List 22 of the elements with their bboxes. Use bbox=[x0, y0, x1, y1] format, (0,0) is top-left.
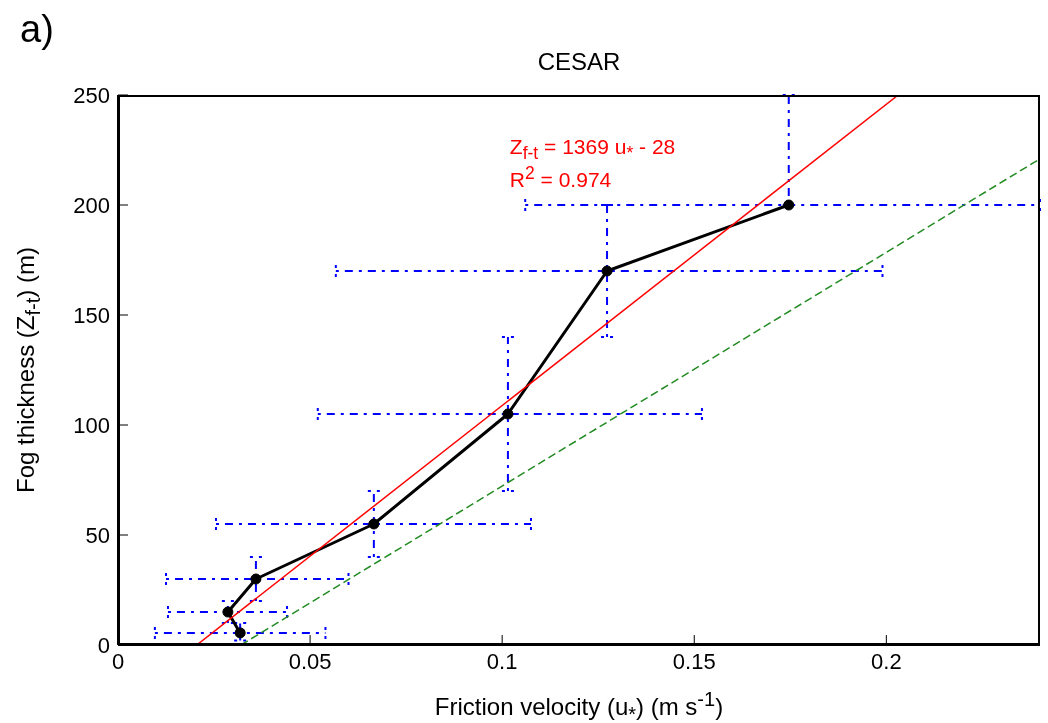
x-tick-label: 0.1 bbox=[486, 648, 518, 674]
chart-title: CESAR bbox=[536, 48, 622, 76]
y-tick-label: 0 bbox=[97, 632, 110, 658]
x-tick-label: 0.2 bbox=[871, 648, 902, 674]
point bbox=[783, 199, 795, 211]
point bbox=[250, 573, 262, 585]
point bbox=[502, 408, 514, 420]
y-tick-label: 100 bbox=[73, 412, 110, 438]
y-tick-label: 150 bbox=[73, 302, 110, 328]
annotation: Z$_{f-t}$ = 1369 u$_{*}$ - 28 bbox=[509, 134, 676, 164]
x-tick-label: 0.15 bbox=[672, 648, 716, 674]
x-tick-label: 0.05 bbox=[288, 648, 332, 674]
annotation: R$^{2}$ = 0.974 bbox=[509, 162, 612, 192]
point bbox=[234, 627, 246, 639]
y-tick-label: 200 bbox=[73, 192, 110, 218]
x-axis-title: Friction velocity (u$_{*}$) (m s$^{-1}$) bbox=[433, 688, 725, 723]
text: a) bbox=[20, 8, 54, 51]
point bbox=[368, 518, 380, 530]
y-tick-label: 50 bbox=[85, 522, 110, 548]
point bbox=[222, 606, 234, 618]
point bbox=[601, 265, 613, 277]
y-tick-label: 250 bbox=[73, 82, 110, 108]
